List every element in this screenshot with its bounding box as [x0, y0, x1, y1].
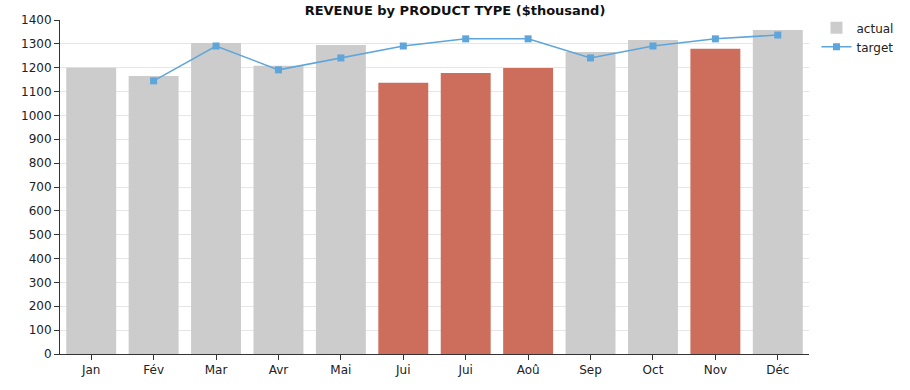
svg-text:300: 300: [29, 276, 52, 290]
svg-text:1400: 1400: [21, 13, 52, 27]
svg-text:1300: 1300: [21, 37, 52, 51]
svg-text:Aoû: Aoû: [517, 363, 540, 377]
svg-text:800: 800: [29, 156, 52, 170]
svg-text:400: 400: [29, 252, 52, 266]
svg-text:1200: 1200: [21, 61, 52, 75]
svg-text:Nov: Nov: [704, 363, 727, 377]
svg-text:Jui: Jui: [395, 363, 410, 377]
svg-text:Sep: Sep: [579, 363, 602, 377]
svg-text:600: 600: [29, 204, 52, 218]
svg-text:REVENUE by PRODUCT TYPE ($thou: REVENUE by PRODUCT TYPE ($thousand): [305, 3, 606, 18]
svg-text:Déc: Déc: [766, 363, 789, 377]
svg-text:target: target: [856, 41, 893, 55]
svg-text:900: 900: [29, 132, 52, 146]
svg-text:100: 100: [29, 323, 52, 337]
svg-text:actual: actual: [856, 22, 893, 36]
svg-text:Jan: Jan: [81, 363, 101, 377]
svg-text:200: 200: [29, 299, 52, 313]
svg-text:1100: 1100: [21, 85, 52, 99]
svg-text:1000: 1000: [21, 109, 52, 123]
svg-text:700: 700: [29, 180, 52, 194]
svg-text:Mai: Mai: [330, 363, 351, 377]
svg-text:500: 500: [29, 228, 52, 242]
svg-text:Oct: Oct: [643, 363, 664, 377]
svg-text:Mar: Mar: [205, 363, 228, 377]
svg-text:Avr: Avr: [269, 363, 289, 377]
svg-text:Jui: Jui: [457, 363, 472, 377]
svg-text:Fév: Fév: [143, 363, 164, 377]
svg-text:0: 0: [44, 347, 52, 361]
